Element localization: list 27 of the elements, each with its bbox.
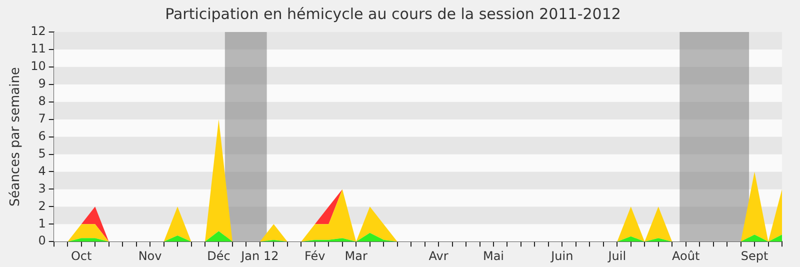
y-tick-label: 10 <box>30 59 46 74</box>
x-tick-label: Avr <box>428 248 448 263</box>
y-tick-label: 6 <box>38 128 46 143</box>
x-tick-label: Sept <box>740 248 768 263</box>
x-tick-label: Août <box>672 248 700 263</box>
y-tick-label: 5 <box>38 146 46 160</box>
y-tick-label: 0 <box>38 234 46 248</box>
x-tick-label: Mai <box>482 248 504 263</box>
x-tick-label: Nov <box>138 248 162 263</box>
x-tick-label: Mar <box>344 248 368 263</box>
y-tick-label: 7 <box>38 111 46 126</box>
y-axis-title: Séances par semaine <box>8 67 24 207</box>
y-tick-label: 8 <box>38 94 46 108</box>
y-tick-label: 11 <box>30 42 46 56</box>
x-tick-label: Juil <box>607 248 626 263</box>
y-tick-label: 9 <box>38 76 46 91</box>
x-tick-label: Déc <box>207 248 230 263</box>
y-tick-label: 2 <box>38 198 46 213</box>
x-tick-label: Fév <box>304 248 326 263</box>
x-tick-label: Juin <box>550 248 574 263</box>
y-tick-label: 4 <box>38 164 46 178</box>
x-tick-label: Jan 12 <box>240 248 279 263</box>
y-tick-label: 1 <box>38 216 46 230</box>
y-tick-label: 3 <box>38 181 46 196</box>
chart-title: Participation en hémicycle au cours de la session 2011-2012 <box>165 4 621 23</box>
y-tick-label: 12 <box>30 24 46 38</box>
x-tick-label: Oct <box>70 248 92 263</box>
